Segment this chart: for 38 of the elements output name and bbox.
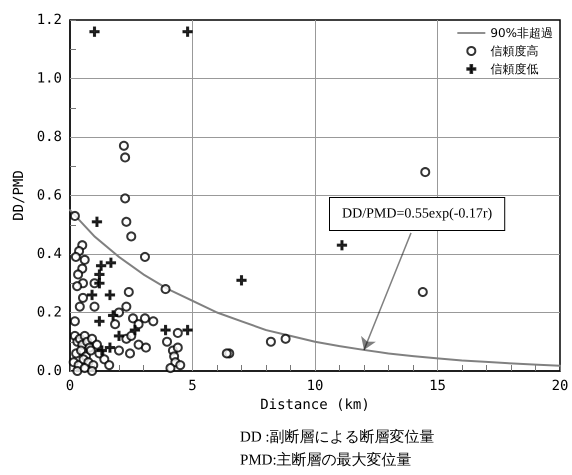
annotation: DD/PMD=0.55exp(-0.17r)	[342, 206, 493, 222]
text: DD :副断層による断層変位量	[240, 428, 435, 446]
y-tick-label: 0.0	[36, 363, 62, 379]
y-tick-label: 1.0	[36, 70, 62, 86]
x-tick-label: 0	[66, 378, 74, 394]
x-axis-title: Distance (km)	[260, 396, 370, 413]
text: PMD:主断層の最大変位量	[240, 452, 412, 468]
y-tick-label: 0.8	[36, 129, 62, 145]
y-axis-title: DD/PMD	[10, 170, 27, 221]
point	[236, 275, 247, 286]
y-tick-label: 0.6	[36, 188, 62, 204]
point	[96, 345, 107, 356]
x-tick-label: 10	[306, 378, 324, 394]
legend-label: 90%非超過	[490, 26, 553, 40]
point	[108, 310, 118, 321]
y-tick-label: 0.2	[36, 304, 62, 320]
y-tick-label: 0.4	[36, 246, 62, 262]
x-tick-label: 20	[552, 378, 568, 394]
point	[96, 260, 106, 271]
legend-label: 信頼度低	[490, 62, 538, 76]
point	[336, 240, 348, 250]
line-series	[69, 209, 561, 367]
point	[160, 324, 171, 336]
x-tick-label: 15	[429, 378, 446, 394]
point	[182, 324, 193, 336]
point	[106, 258, 116, 268]
point	[114, 330, 124, 342]
point	[92, 216, 102, 227]
point	[94, 316, 105, 326]
x-tick-label: 5	[188, 378, 197, 394]
point	[104, 290, 116, 300]
point	[89, 26, 100, 37]
y-tick-label: 1.2	[36, 12, 62, 28]
point	[86, 290, 98, 300]
legend-label: 信頼度高	[490, 44, 538, 58]
point	[182, 26, 193, 37]
point	[104, 342, 116, 353]
point	[130, 324, 140, 336]
